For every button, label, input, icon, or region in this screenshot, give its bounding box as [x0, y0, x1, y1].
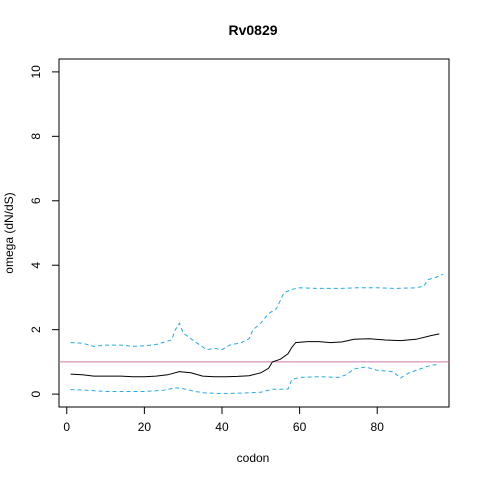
plot-area: 0 20 40 60 80 0 2 4 6 8 10: [29, 58, 450, 434]
y-tick-label: 2: [29, 326, 43, 333]
y-tick-label: 0: [29, 390, 43, 397]
y-tick-label: 4: [29, 262, 43, 269]
y-axis-label: omega (dN/dS): [2, 192, 16, 273]
x-tick-label: 20: [138, 420, 152, 434]
x-tick-label: 60: [293, 420, 307, 434]
x-tick-label: 80: [371, 420, 385, 434]
series-line-mean: [70, 333, 440, 378]
x-tick-label: 40: [215, 420, 229, 434]
chart-title: Rv0829: [228, 22, 277, 38]
y-tick-label: 8: [29, 133, 43, 140]
x-tick-label: 0: [63, 420, 70, 434]
y-tick-label: 10: [29, 65, 43, 79]
y-tick-label: 6: [29, 197, 43, 204]
x-axis-label: codon: [237, 451, 270, 465]
